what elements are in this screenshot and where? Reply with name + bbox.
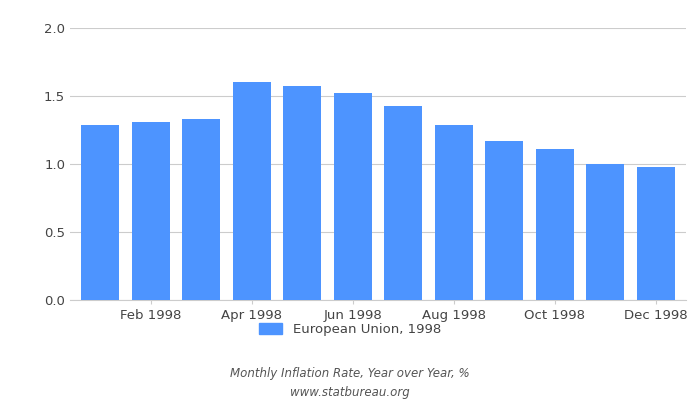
Bar (81, 124, 119, 300)
Bar (233, 82, 271, 300)
Bar (182, 119, 220, 300)
Bar (637, 167, 675, 300)
Legend: European Union, 1998: European Union, 1998 (253, 318, 447, 342)
Text: Monthly Inflation Rate, Year over Year, %: Monthly Inflation Rate, Year over Year, … (230, 368, 470, 380)
Bar (587, 164, 624, 300)
Bar (132, 122, 169, 300)
Bar (435, 124, 472, 300)
Bar (485, 141, 523, 300)
Bar (334, 93, 372, 300)
Bar (536, 149, 574, 300)
Bar (384, 106, 422, 300)
Bar (284, 86, 321, 300)
Text: www.statbureau.org: www.statbureau.org (290, 386, 410, 399)
